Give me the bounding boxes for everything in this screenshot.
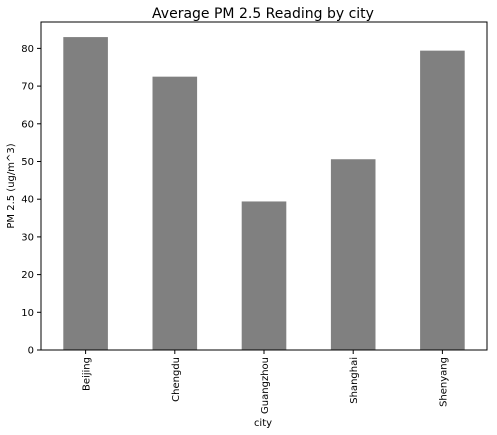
bar-beijing bbox=[63, 37, 108, 350]
bar-shenyang bbox=[420, 51, 465, 350]
bar-chengdu bbox=[153, 77, 198, 350]
bars-group bbox=[63, 37, 464, 350]
y-tick-label: 70 bbox=[21, 82, 34, 93]
chart-title: Average PM 2.5 Reading by city bbox=[152, 6, 374, 22]
y-tick-label: 50 bbox=[21, 157, 34, 168]
x-tick-label: Shenyang bbox=[438, 357, 449, 407]
y-tick-label: 60 bbox=[21, 119, 34, 130]
bar-guangzhou bbox=[242, 201, 287, 350]
y-tick-label: 20 bbox=[21, 270, 34, 281]
y-axis-label: PM 2.5 (ug/m^3) bbox=[6, 143, 17, 228]
x-tick-label: Shanghai bbox=[349, 357, 360, 404]
y-tick-label: 30 bbox=[21, 232, 34, 243]
x-tick-label: Guangzhou bbox=[260, 357, 271, 414]
x-axis: Beijing Chengdu Guangzhou Shanghai Shenyang bbox=[82, 350, 450, 414]
x-tick-label: Beijing bbox=[82, 357, 93, 391]
bar-shanghai bbox=[331, 159, 376, 350]
x-tick-label: Chengdu bbox=[171, 357, 182, 402]
y-tick-label: 10 bbox=[21, 308, 34, 319]
y-axis: 0 10 20 30 40 50 60 70 80 bbox=[21, 44, 41, 357]
y-tick-label: 40 bbox=[21, 195, 34, 206]
y-tick-label: 80 bbox=[21, 44, 34, 55]
x-axis-label: city bbox=[254, 418, 272, 429]
y-tick-label: 0 bbox=[28, 346, 34, 357]
